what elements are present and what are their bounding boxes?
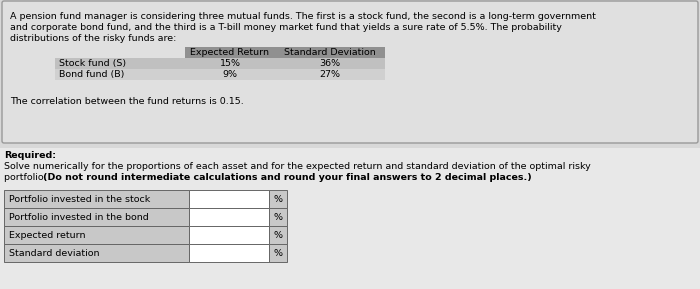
Text: Portfolio invested in the bond: Portfolio invested in the bond	[9, 212, 148, 221]
Text: 9%: 9%	[223, 70, 237, 79]
FancyBboxPatch shape	[269, 244, 287, 262]
Text: Expected Return: Expected Return	[190, 48, 270, 57]
Text: Stock fund (S): Stock fund (S)	[59, 59, 126, 68]
Text: 15%: 15%	[220, 59, 241, 68]
Text: %: %	[274, 212, 283, 221]
FancyBboxPatch shape	[189, 208, 269, 226]
Text: %: %	[274, 194, 283, 203]
FancyBboxPatch shape	[4, 190, 189, 208]
Text: Portfolio invested in the stock: Portfolio invested in the stock	[9, 194, 150, 203]
FancyBboxPatch shape	[189, 226, 269, 244]
FancyBboxPatch shape	[269, 208, 287, 226]
Text: (Do not round intermediate calculations and round your final answers to 2 decima: (Do not round intermediate calculations …	[43, 173, 532, 182]
FancyBboxPatch shape	[185, 47, 385, 58]
FancyBboxPatch shape	[2, 1, 698, 143]
Text: Expected return: Expected return	[9, 231, 85, 240]
Text: Standard deviation: Standard deviation	[9, 249, 99, 257]
FancyBboxPatch shape	[55, 58, 385, 69]
Text: Solve numerically for the proportions of each asset and for the expected return : Solve numerically for the proportions of…	[4, 162, 591, 171]
Text: 27%: 27%	[319, 70, 340, 79]
Text: Bond fund (B): Bond fund (B)	[59, 70, 125, 79]
Text: %: %	[274, 231, 283, 240]
FancyBboxPatch shape	[189, 190, 269, 208]
FancyBboxPatch shape	[269, 190, 287, 208]
FancyBboxPatch shape	[4, 208, 189, 226]
FancyBboxPatch shape	[0, 148, 700, 289]
Text: A pension fund manager is considering three mutual funds. The first is a stock f: A pension fund manager is considering th…	[10, 12, 596, 21]
Text: 36%: 36%	[319, 59, 341, 68]
Text: Standard Deviation: Standard Deviation	[284, 48, 376, 57]
FancyBboxPatch shape	[269, 226, 287, 244]
Text: The correlation between the fund returns is 0.15.: The correlation between the fund returns…	[10, 97, 244, 106]
FancyBboxPatch shape	[189, 244, 269, 262]
Text: Required:: Required:	[4, 151, 56, 160]
FancyBboxPatch shape	[4, 244, 189, 262]
FancyBboxPatch shape	[55, 69, 385, 80]
Text: %: %	[274, 249, 283, 257]
FancyBboxPatch shape	[4, 226, 189, 244]
Text: distributions of the risky funds are:: distributions of the risky funds are:	[10, 34, 176, 43]
Text: and corporate bond fund, and the third is a T-bill money market fund that yields: and corporate bond fund, and the third i…	[10, 23, 562, 32]
Text: portfolio.: portfolio.	[4, 173, 50, 182]
